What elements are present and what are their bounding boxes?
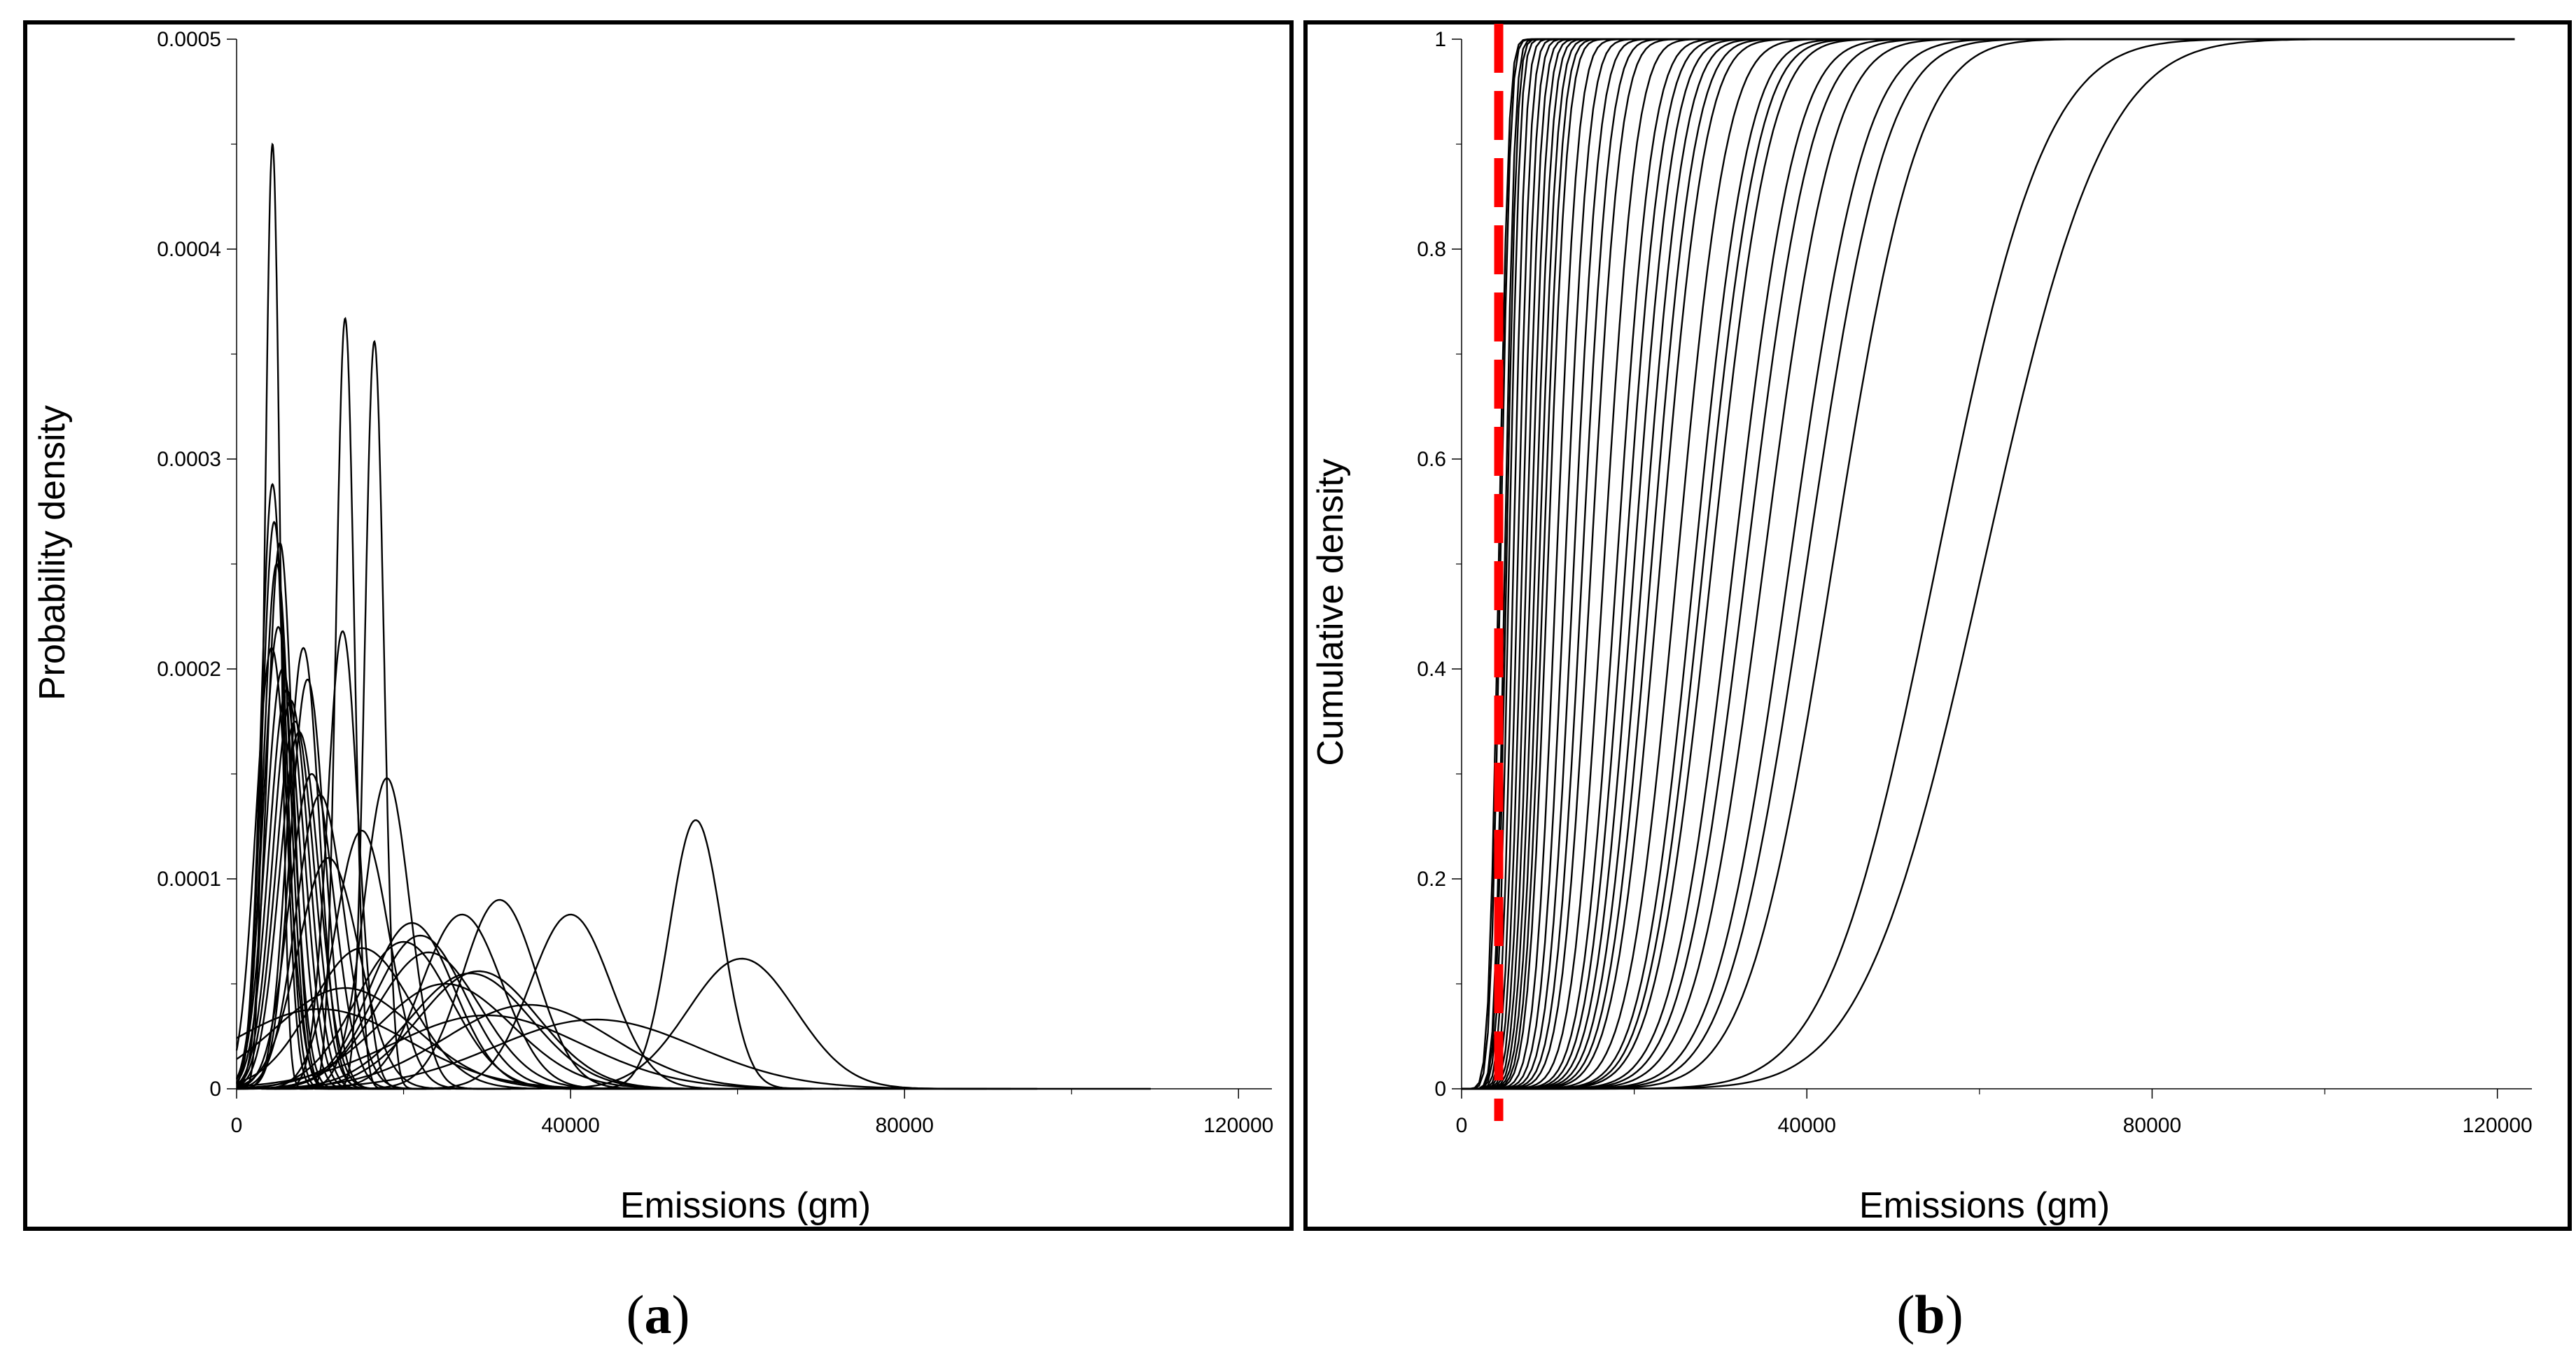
panel-b-series-18 (1462, 38, 2515, 1090)
panel-b-ytick-label: 0.8 (1417, 238, 1446, 261)
panel-b-series-28 (1462, 38, 2515, 1090)
panel-b-series-34 (1462, 38, 2515, 1090)
panel-b-series-36 (1462, 38, 2515, 1090)
panel-b-series-27 (1462, 38, 2515, 1090)
panel-b-series-9 (1462, 38, 2515, 1090)
panel-b-series-13 (1462, 38, 2515, 1090)
panel-a-series-20 (328, 339, 426, 1090)
panel-b-xlabel: Emissions (gm) (1859, 1185, 2110, 1226)
panel-b-series-23 (1462, 38, 2515, 1090)
panel-b-series-33 (1462, 38, 2515, 1090)
panel-a-xtick-label: 40000 (541, 1114, 599, 1137)
panel-a-tick-labels: 0 0.0001 0.0002 0.0003 0.0004 0.0005 0 40000 800… (157, 28, 1273, 1137)
panel-b-ytick-label: 0.4 (1417, 658, 1446, 681)
panel-b-series-10 (1462, 38, 2515, 1090)
caption-a: (a) (626, 1284, 690, 1345)
panel-b-series-35 (1462, 38, 2515, 1090)
panel-b-xtick-label: 80000 (2123, 1114, 2181, 1137)
panel-b-series-19 (1462, 38, 2515, 1090)
panel-b-curves (1462, 38, 2515, 1090)
panel-b-series-25 (1462, 38, 2515, 1090)
panel-a-series-39 (236, 1008, 802, 1090)
panel-b-series-4 (1462, 38, 2515, 1090)
panel-b-ytick-label: 0.6 (1417, 448, 1446, 471)
panel-b-frame (1303, 20, 2572, 1231)
panel-a-frame (23, 20, 1294, 1231)
panel-a-ytick-label: 0.0001 (157, 868, 221, 891)
panel-a-ytick-label: 0 (209, 1078, 221, 1101)
panel-b: 0 0.2 0.4 0.6 0.8 1 0 40000 80000 120000 Emission… (1303, 20, 2572, 1231)
panel-b-series-12 (1462, 38, 2515, 1090)
panel-b-series-5 (1462, 38, 2515, 1090)
panel-b-series-11 (1462, 38, 2515, 1090)
panel-a-xtick-label: 120000 (1203, 1114, 1273, 1137)
panel-a-ytick-label: 0.0002 (157, 658, 221, 681)
panel-b-series-15 (1462, 38, 2515, 1090)
panel-b-series-2 (1462, 38, 2515, 1090)
panel-b-ytick-label: 1 (1434, 28, 1446, 51)
panel-b-ytick-label: 0 (1434, 1078, 1446, 1101)
panel-b-series-32 (1462, 38, 2515, 1090)
panel-b-series-16 (1462, 38, 2515, 1090)
panel-a-ytick-label: 0.0003 (157, 448, 221, 471)
panel-b-series-20 (1462, 38, 2515, 1090)
panel-b-xtick-label: 40000 (1778, 1114, 1836, 1137)
panel-b-tick-labels: 0 0.2 0.4 0.6 0.8 1 0 40000 80000 120000 (1417, 28, 2532, 1137)
panel-a-ytick-label: 0.0004 (157, 238, 221, 261)
panel-b-xtick-label: 120000 (2463, 1114, 2533, 1137)
panel-a-series-40 (236, 1014, 1011, 1090)
panel-b-series-22 (1462, 38, 2515, 1090)
panel-b-series-37 (1462, 38, 2515, 1090)
panel-b-series-1 (1462, 38, 2515, 1090)
panel-a-xtick-label: 80000 (875, 1114, 933, 1137)
panel-a-series-22 (237, 829, 511, 1090)
panel-b-series-31 (1462, 38, 2515, 1090)
panel-b-series-17 (1462, 38, 2515, 1090)
panel-b-series-21 (1462, 38, 2515, 1090)
panel-a-xtick-label: 0 (231, 1114, 243, 1137)
panel-b-ytick-label: 0.2 (1417, 868, 1446, 891)
panel-b-series-7 (1462, 38, 2515, 1090)
panel-a-axes (227, 38, 1272, 1099)
panel-a-curves (235, 142, 1151, 1090)
panel-b-ylabel: Cumulative density (1310, 458, 1351, 766)
caption-b-letter: b (1914, 1284, 1945, 1345)
panel-b-series-38 (1462, 38, 2515, 1090)
panel-b-series-26 (1462, 38, 2515, 1090)
caption-b: (b) (1896, 1284, 1963, 1345)
panel-b-series-3 (1462, 38, 2515, 1090)
panel-a: 0 0.0001 0.0002 0.0003 0.0004 0.0005 0 40000 800… (23, 20, 1294, 1231)
panel-b-series-30 (1462, 38, 2515, 1090)
panel-a-xlabel: Emissions (gm) (620, 1185, 871, 1226)
panel-b-series-6 (1462, 38, 2515, 1090)
panel-b-series-8 (1462, 38, 2515, 1090)
panel-a-ytick-label: 0.0005 (157, 28, 221, 51)
panel-b-xtick-label: 0 (1456, 1114, 1468, 1137)
panel-b-series-14 (1462, 38, 2515, 1090)
panel-b-series-29 (1462, 38, 2515, 1090)
panel-b-axes (1452, 38, 2532, 1099)
caption-a-letter: a (645, 1284, 672, 1345)
panel-b-series-24 (1462, 38, 2515, 1090)
panel-a-ylabel: Probability density (32, 405, 73, 700)
